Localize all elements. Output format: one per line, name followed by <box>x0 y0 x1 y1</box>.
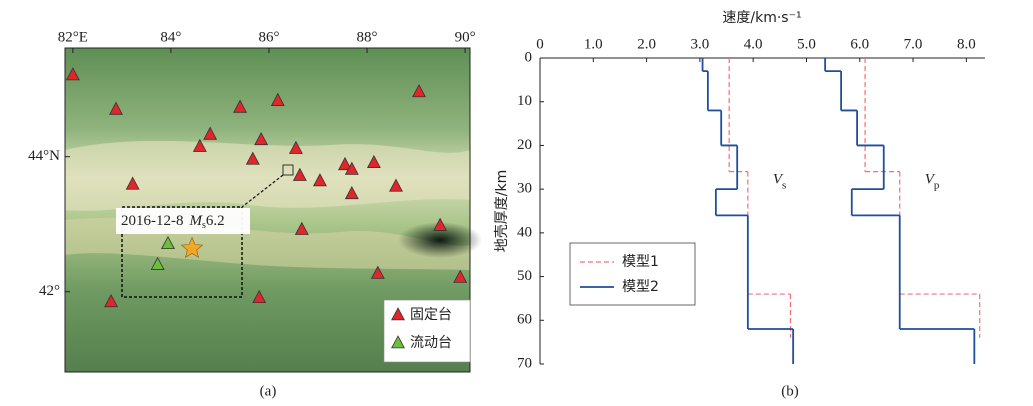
x-tick-label: 2.0 <box>637 36 656 52</box>
y-tick-label: 40 <box>517 224 532 240</box>
station-marker <box>104 293 119 308</box>
x-tick-label: 6.0 <box>850 36 869 52</box>
station-marker <box>344 185 359 200</box>
station-marker <box>312 173 327 187</box>
profile-label-symbol: V <box>773 172 784 188</box>
profile-label-subscript: s <box>782 179 786 191</box>
y-tick-label: 70 <box>517 355 532 371</box>
x-tick-label: 82°E <box>58 29 88 45</box>
event-label: 2016-12-8 Ms6.2 <box>121 213 225 231</box>
x-tick-label: 5.0 <box>797 36 816 52</box>
station-marker <box>292 167 307 181</box>
station-marker <box>294 221 309 235</box>
profile-label-symbol: V <box>925 172 936 188</box>
station-marker <box>203 126 218 140</box>
event-label-part: 2016-12-8 <box>121 213 184 229</box>
station-marker <box>233 99 248 113</box>
station-marker <box>150 256 165 270</box>
legend-marker <box>391 307 405 321</box>
event-label-part: M <box>189 213 204 229</box>
x-tick-label: 3.0 <box>691 36 710 52</box>
x-axis-title: 速度/km·s⁻¹ <box>722 10 801 26</box>
y-axis-title: 地壳厚度/km <box>493 170 510 252</box>
y-tick-label: 60 <box>517 312 532 328</box>
x-tick-label: 8.0 <box>957 36 976 52</box>
station-marker <box>433 217 448 231</box>
station-marker <box>254 131 269 146</box>
x-tick-label: 4.0 <box>744 36 763 52</box>
station-marker <box>370 265 385 279</box>
event-label-part: 6.2 <box>206 213 225 229</box>
legend-label: 流动台 <box>410 335 452 351</box>
legend-marker <box>391 335 405 349</box>
epicenter <box>180 236 204 259</box>
x-tick-label: 1.0 <box>584 36 603 52</box>
station-marker <box>344 161 359 175</box>
x-tick-label: 0 <box>536 36 544 52</box>
y-tick-label: 30 <box>517 181 532 197</box>
station-marker <box>453 269 468 283</box>
station-marker <box>192 138 207 152</box>
y-tick-label: 10 <box>517 93 532 109</box>
station-marker <box>125 176 140 190</box>
x-tick-label: 90° <box>455 29 476 45</box>
profile-label: Vp <box>925 172 940 191</box>
caption: (b) <box>781 383 799 399</box>
station-marker <box>366 154 381 169</box>
y-tick-label: 50 <box>517 268 532 284</box>
station-marker <box>161 235 175 250</box>
profile-label-subscript: p <box>934 179 940 191</box>
x-tick-label: 86° <box>258 29 279 45</box>
x-tick-label: 7.0 <box>904 36 923 52</box>
caption: (a) <box>260 383 277 399</box>
event-label-part: s <box>202 220 206 231</box>
x-tick-label: 88° <box>357 29 378 45</box>
x-tick-label: 84° <box>160 29 181 45</box>
station-marker <box>270 92 285 106</box>
station-marker <box>109 101 123 115</box>
legend-label: 模型1 <box>622 254 659 270</box>
legend-label: 固定台 <box>410 307 452 323</box>
station-marker <box>388 178 403 192</box>
y-tick-label: 20 <box>517 137 532 153</box>
y-tick-label: 42° <box>39 283 60 299</box>
legend-label: 模型2 <box>622 279 659 295</box>
station-marker <box>412 84 426 98</box>
profile-label: Vs <box>773 172 786 191</box>
map-background <box>64 47 696 373</box>
station-marker <box>288 140 303 154</box>
station-marker <box>338 156 352 171</box>
y-tick-label: 44°N <box>28 148 60 164</box>
station-marker <box>245 151 260 165</box>
y-tick-label: 0 <box>525 49 533 65</box>
station-marker <box>252 289 267 304</box>
station-marker <box>65 67 80 81</box>
